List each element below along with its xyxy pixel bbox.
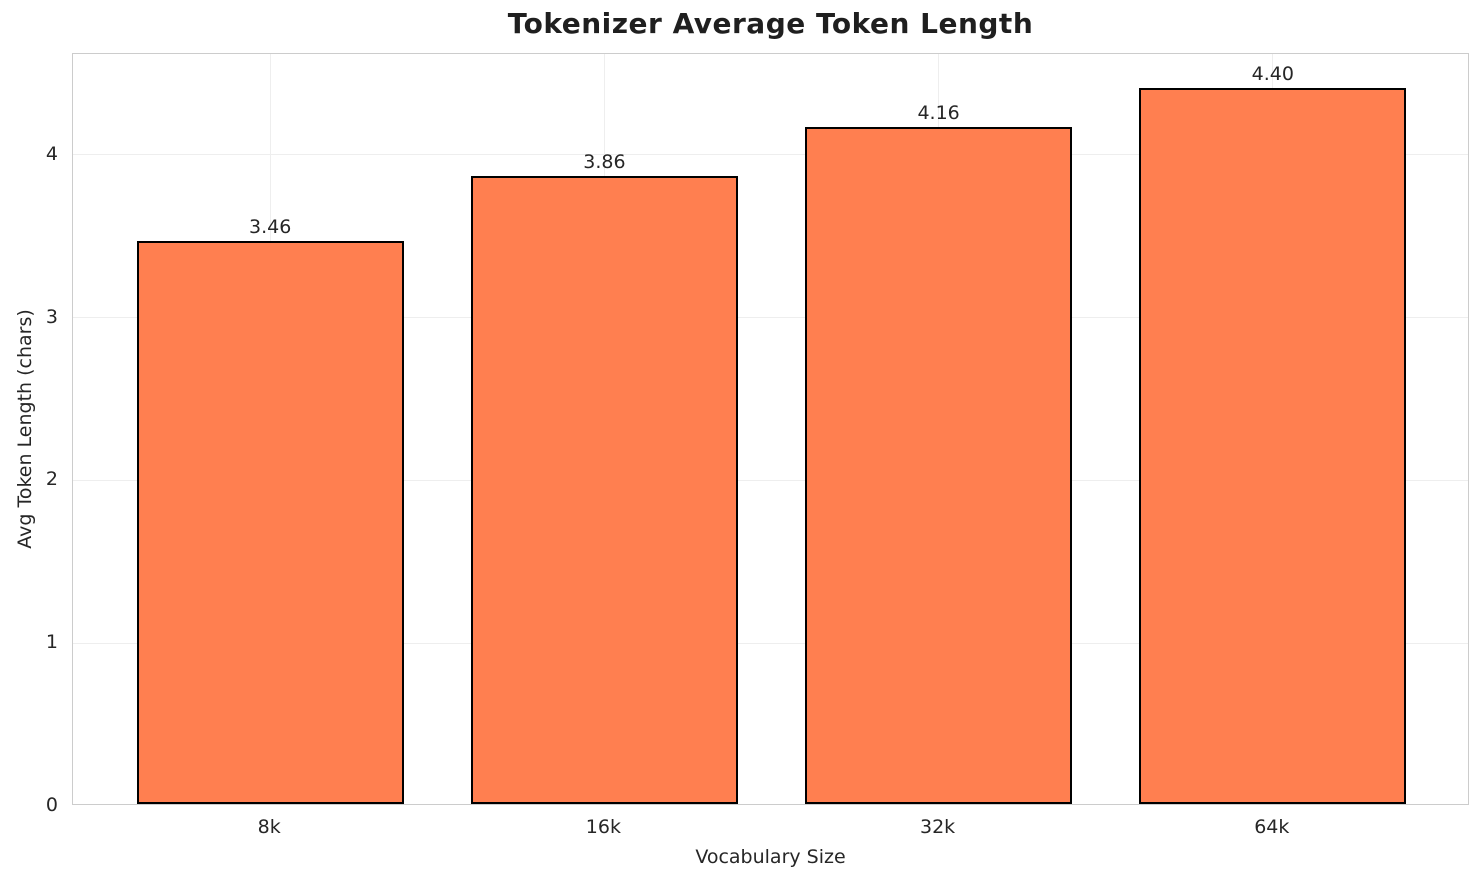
x-axis-label: Vocabulary Size — [695, 846, 846, 868]
y-tick-label: 0 — [45, 794, 58, 816]
y-tick-label: 3 — [45, 305, 58, 328]
y-tick-label: 2 — [45, 468, 58, 491]
bar-value-label: 4.40 — [1251, 62, 1294, 85]
chart-title: Tokenizer Average Token Length — [507, 7, 1034, 40]
bar-8k — [136, 240, 404, 804]
y-axis-label: Avg Token Length (chars) — [14, 309, 36, 549]
h-gridline — [73, 317, 1468, 319]
y-tick-label: 4 — [45, 142, 58, 165]
h-gridline — [73, 154, 1468, 156]
h-gridline — [73, 479, 1468, 481]
plot-area: 3.46 3.86 4.16 4.40 — [72, 53, 1469, 805]
x-tick-label-32k: 32k — [920, 816, 956, 838]
bar-value-label: 3.46 — [249, 215, 292, 238]
x-tick-label-64k: 64k — [1254, 816, 1290, 838]
bar-value-label: 4.16 — [917, 101, 960, 124]
bar-64k — [1139, 87, 1407, 804]
bar-16k — [470, 175, 739, 804]
x-tick-label-8k: 8k — [257, 816, 281, 838]
y-tick-label: 1 — [45, 631, 58, 654]
x-tick-label-16k: 16k — [585, 816, 621, 838]
bar-value-label: 3.86 — [583, 150, 626, 173]
bar-32k — [804, 126, 1073, 804]
h-gridline — [73, 642, 1468, 644]
